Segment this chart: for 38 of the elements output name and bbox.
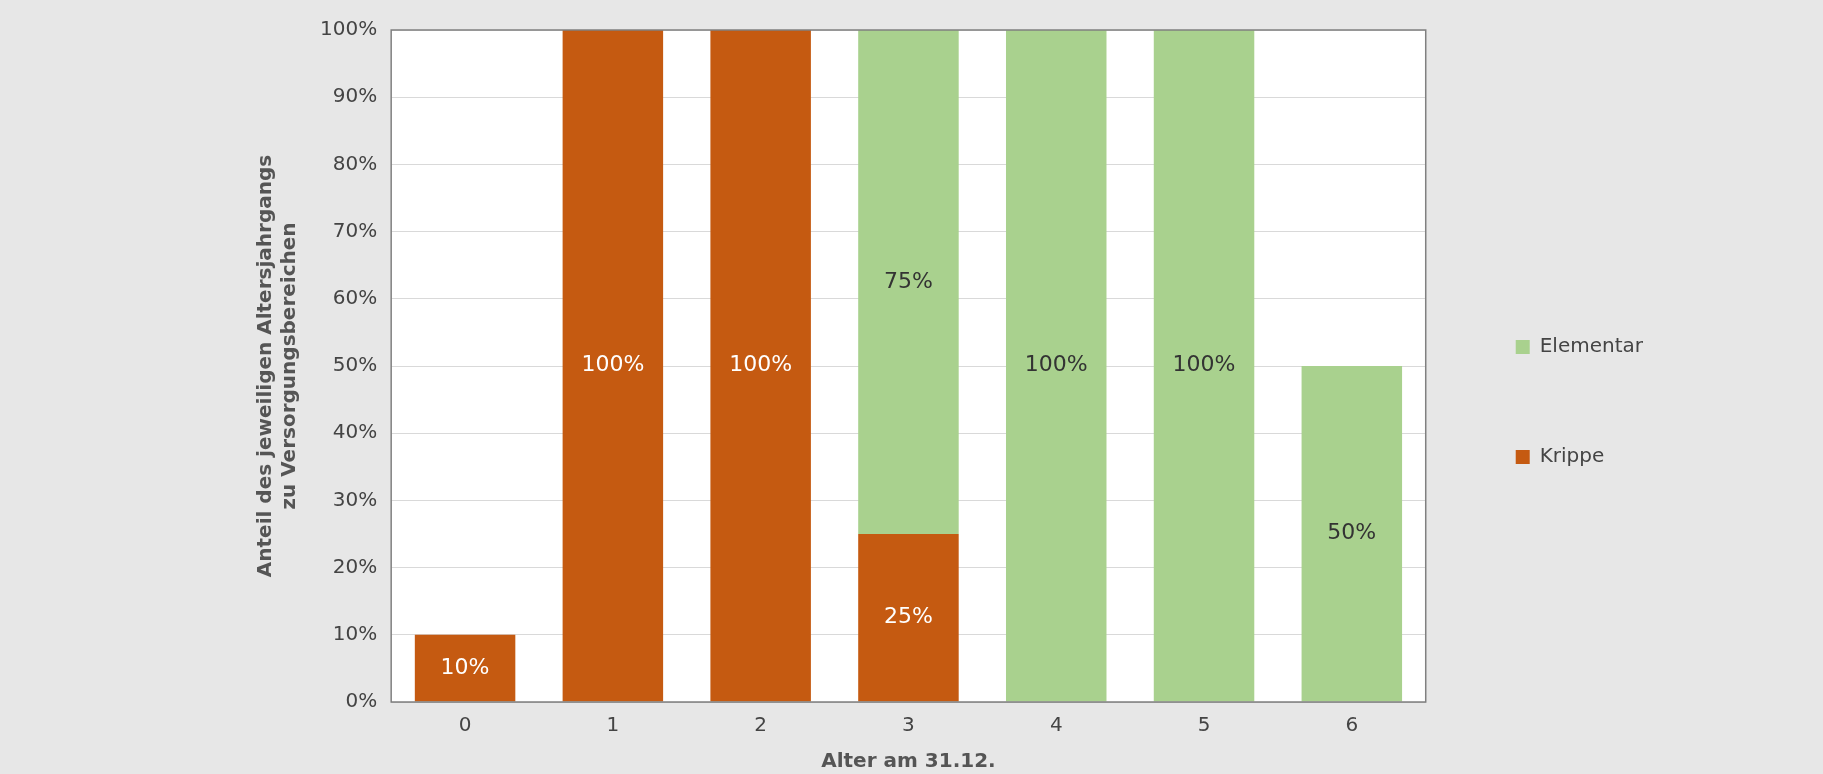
x-tick-label: 4 [1049,712,1063,737]
legend-label: Elementar [1539,333,1644,358]
data-label: 75% [884,267,933,293]
x-tick-label: 3 [902,712,915,737]
y-tick-label: 60% [332,285,378,309]
y-tick-label: 70% [332,217,378,242]
y-tick-label: 0% [345,688,378,713]
x-tick-label: 1 [606,712,620,737]
data-label: 50% [1327,519,1377,545]
bar [710,30,811,702]
y-tick-label: 90% [332,83,378,108]
y-tick-label: 40% [332,419,378,444]
x-tick-label: 2 [754,712,768,737]
data-label: 10% [440,653,490,679]
bar [562,30,664,702]
data-label: 100% [729,351,793,377]
bar [1005,30,1107,702]
data-label: 100% [1172,351,1236,377]
data-label: 25% [884,603,933,629]
x-tick-label: 5 [1197,712,1211,737]
data-label: 100% [1024,351,1088,377]
x-tick-label: 6 [1345,712,1359,737]
y-tick-label: 20% [332,553,378,578]
y-tick-label: 50% [332,352,378,377]
y-tick-label: 30% [332,486,378,511]
data-label: 100% [581,351,645,377]
bar [414,634,516,702]
y-tick-label: 10% [332,621,378,645]
y-tick-label: 100% [319,16,378,41]
x-axis-title: Alter am 31.12. [821,748,996,773]
bar [858,534,959,702]
bar [1153,30,1255,702]
bar [858,30,959,534]
legend-label: Krippe [1539,443,1605,468]
y-axis-title: Anteil des jeweiligen Altersjahrgangs zu Versorgungsbereichen [252,154,301,578]
y-tick-label: 80% [332,150,378,175]
bar [1301,366,1403,702]
x-tick-label: 0 [458,712,472,737]
